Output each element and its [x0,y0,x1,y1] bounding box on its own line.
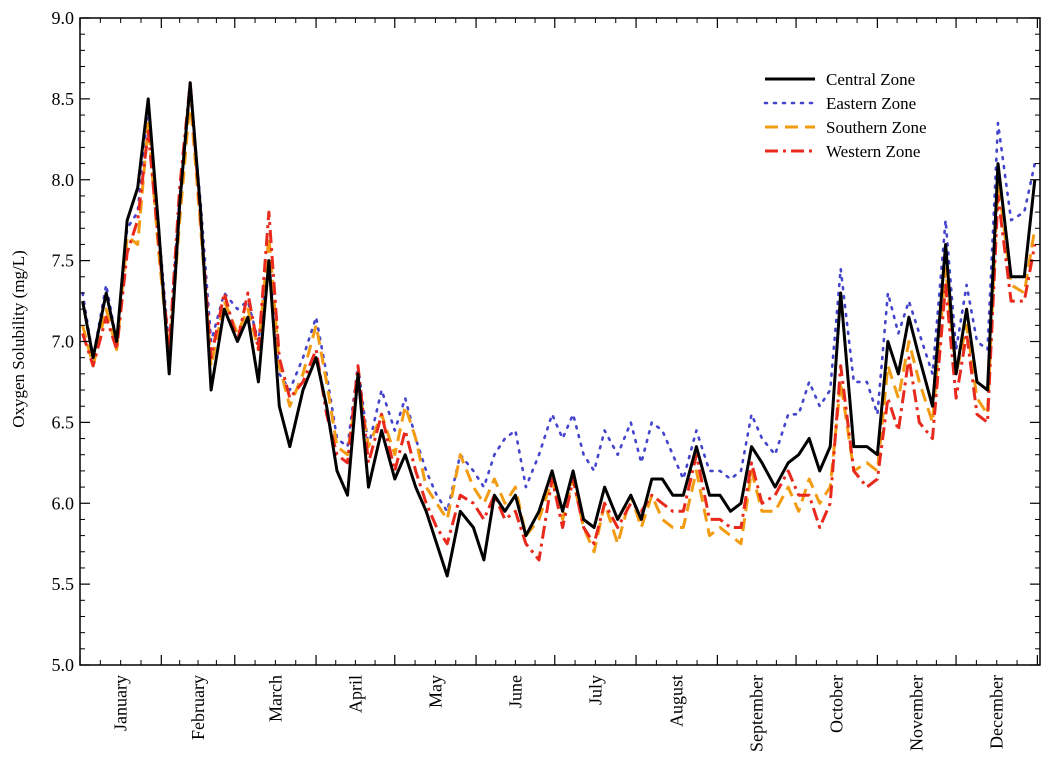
axis-ticks [79,17,1040,666]
x-tick-label: January [111,675,131,731]
y-tick-label: 6.0 [52,493,75,513]
y-tick-label: 8.5 [52,89,75,109]
y-tick-label: 7.5 [52,251,75,271]
legend-label: Western Zone [826,142,920,161]
series-line-western-zone [81,81,1037,562]
legend-label: Eastern Zone [826,94,916,113]
y-tick-label: 5.0 [52,655,75,675]
x-tick-label: August [667,675,687,727]
y-tick-label: 5.5 [52,574,75,594]
x-tick-label: December [987,675,1007,749]
y-tick-label: 6.5 [52,412,75,432]
y-tick-label: 8.0 [52,170,75,190]
y-tick-label: 9.0 [52,8,75,28]
series-line-southern-zone [81,97,1037,554]
y-tick-label: 7.0 [52,332,75,352]
legend-label: Central Zone [826,70,915,89]
x-tick-label: May [425,675,445,708]
x-tick-label: June [505,675,525,708]
y-axis-title: Oxygen Solubility (mg/L) [9,250,28,428]
y-tick-labels: 5.0 5.5 6.0 6.5 7.0 7.5 8.0 8.5 9.0 [52,8,75,675]
plot-lines [81,81,1037,578]
x-tick-label: November [907,675,927,751]
x-tick-label: July [585,675,605,705]
x-tick-label: September [747,675,767,752]
legend-label: Southern Zone [826,118,927,137]
series-line-central-zone [81,81,1037,578]
x-tick-label: April [345,675,365,713]
x-tick-label: March [265,675,285,722]
legend: Central Zone Eastern Zone Southern Zone Wes… [763,70,927,161]
x-tick-label: October [827,675,847,733]
x-tick-labels: January February March April May June July Augu… [111,675,1007,752]
plot-frame [79,17,1041,666]
x-tick-label: February [188,675,208,740]
series-line-eastern-zone [81,89,1037,513]
